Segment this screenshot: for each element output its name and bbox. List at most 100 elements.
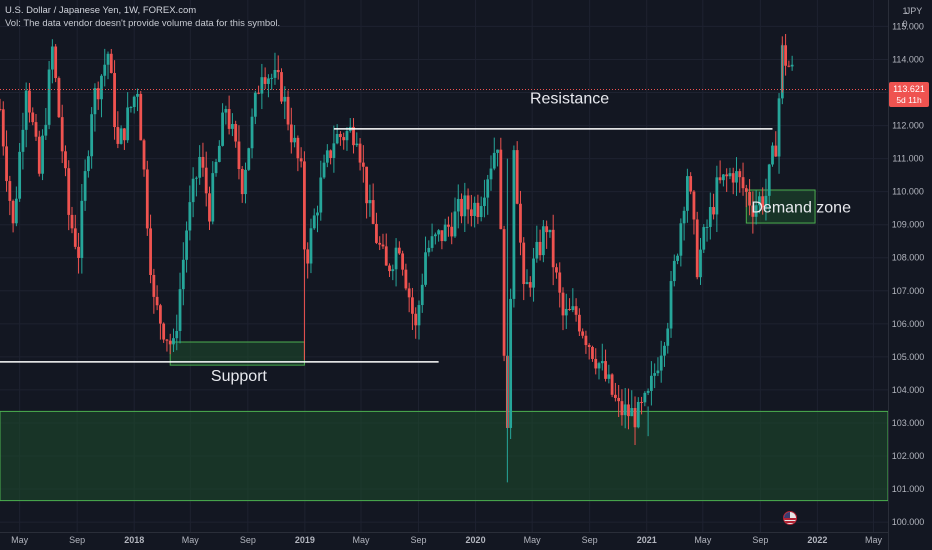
candle-body	[158, 305, 162, 324]
candle-body	[67, 168, 71, 215]
candle-body	[93, 88, 97, 115]
candle-body	[185, 230, 188, 260]
candle-body	[152, 275, 156, 297]
candle-body	[643, 392, 647, 403]
candle-body	[181, 259, 185, 290]
candle-body	[404, 269, 408, 289]
candle-body	[532, 258, 535, 288]
bar-countdown: 5d 11h	[896, 95, 922, 105]
zero-marker: 0	[902, 19, 907, 29]
candle-body	[735, 171, 738, 183]
candle-body	[525, 282, 529, 285]
candle-body	[96, 88, 100, 100]
candle-body	[289, 124, 293, 143]
candle-body	[309, 228, 313, 264]
candle-body	[551, 229, 555, 268]
candle-body	[365, 166, 369, 204]
candle-body	[699, 249, 702, 278]
candle-body	[447, 224, 450, 227]
candle-body	[231, 124, 234, 129]
time-tick-label: 2022	[807, 535, 827, 545]
time-tick-label: May	[865, 535, 883, 545]
candle-body	[473, 202, 477, 217]
time-tick-label: Sep	[411, 535, 427, 545]
annotation-layer: Demand zone Resistance Support	[0, 90, 851, 385]
candle-body	[54, 46, 58, 79]
candle-body	[335, 133, 339, 144]
candle-body	[208, 193, 211, 222]
price-tick-label: 103.000	[892, 418, 925, 428]
candle-body	[479, 206, 483, 218]
candle-body	[86, 156, 90, 172]
candle-body	[325, 150, 329, 163]
candle-body	[21, 129, 25, 152]
candle-body	[682, 210, 686, 224]
candle-body	[761, 196, 765, 208]
candle-body	[492, 152, 496, 169]
candle-body	[489, 168, 493, 180]
candle-body	[764, 195, 768, 208]
candle-body	[31, 112, 35, 123]
candle-body	[368, 200, 372, 204]
price-tick-label: 105.000	[892, 352, 925, 362]
candle-body	[57, 78, 61, 118]
candle-body	[316, 212, 319, 216]
candle-body	[394, 247, 398, 270]
candle-body	[306, 249, 310, 264]
candle-body	[211, 173, 215, 222]
candle-body	[145, 169, 149, 229]
candle-body	[14, 198, 18, 224]
candle-body	[519, 203, 522, 243]
candle-body	[685, 176, 689, 211]
candle-body	[178, 289, 182, 331]
candle-body	[679, 223, 683, 256]
us-flag-icon[interactable]	[783, 511, 797, 525]
candle-body	[630, 408, 634, 417]
candle-body	[636, 401, 640, 428]
candle-body	[728, 173, 732, 177]
candle-body	[738, 171, 742, 178]
candle-body	[270, 77, 274, 79]
candle-body	[34, 122, 38, 137]
candle-body	[420, 284, 424, 306]
candle-body	[24, 90, 28, 130]
candle-body	[214, 161, 218, 174]
candle-body	[712, 207, 715, 215]
candle-body	[721, 174, 725, 181]
candle-body	[175, 330, 179, 339]
candle-body	[440, 230, 444, 242]
candle-body	[427, 247, 431, 253]
candle-body	[587, 345, 591, 347]
candle-body	[244, 169, 247, 195]
candle-body	[725, 174, 729, 177]
candle-body	[649, 375, 653, 391]
price-tick-label: 109.000	[892, 220, 925, 230]
candle-body	[695, 219, 699, 278]
candle-body	[627, 404, 630, 417]
price-tick-label: 111.000	[892, 154, 923, 164]
candle-body	[293, 137, 296, 143]
candle-body	[260, 77, 264, 94]
candle-body	[558, 272, 562, 293]
candle-body	[47, 69, 51, 125]
symbol-title[interactable]: U.S. Dollar / Japanese Yen, 1W, FOREX.co…	[5, 5, 197, 16]
candle-body	[692, 191, 696, 220]
candle-body	[384, 246, 388, 266]
candle-body	[407, 288, 411, 298]
time-tick-label: Sep	[240, 535, 256, 545]
candle-body	[581, 331, 585, 336]
time-axis[interactable]: May Sep 2018 May Sep 2019 May Sep 2020 May Sep 2021…	[11, 535, 882, 545]
time-tick-label: May	[524, 535, 542, 545]
candle-body	[496, 149, 499, 153]
candle-body	[358, 143, 362, 163]
candle-body	[414, 313, 418, 326]
candle-body	[509, 298, 513, 428]
time-tick-label: May	[11, 535, 29, 545]
candle-body	[433, 234, 437, 237]
candle-body	[165, 339, 169, 341]
time-tick-label: Sep	[582, 535, 598, 545]
currency-label: JPY	[906, 6, 923, 16]
candle-body	[548, 229, 552, 233]
price-axis[interactable]: 100.000 101.000 102.000 103.000 104.000 105.0…	[892, 21, 925, 527]
